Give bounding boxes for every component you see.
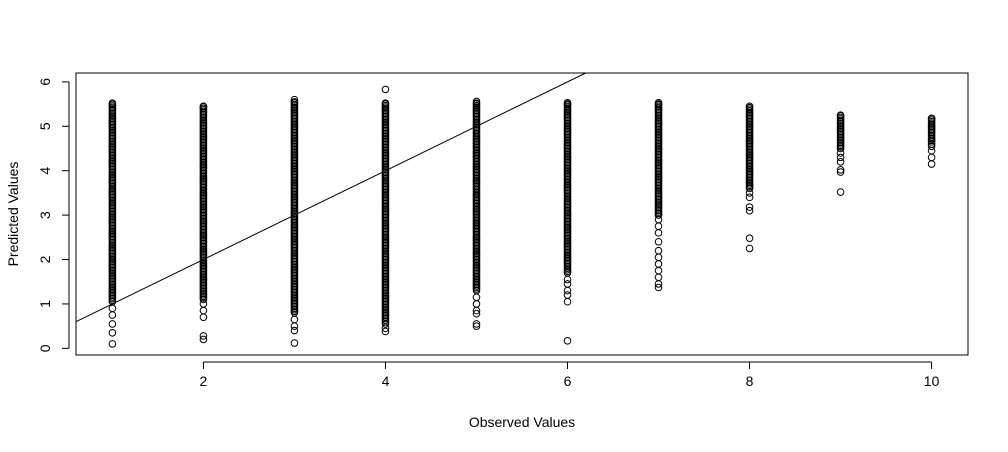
y-tick-label: 0 xyxy=(37,344,53,352)
y-axis: 0 1 2 3 4 5 6 xyxy=(37,78,70,352)
data-point xyxy=(654,273,663,282)
data-point xyxy=(472,97,481,106)
y-tick-label: 4 xyxy=(37,167,53,175)
data-point xyxy=(745,193,754,202)
data-point xyxy=(472,320,481,328)
data-point xyxy=(927,142,936,151)
data-point xyxy=(108,328,117,337)
data-point xyxy=(836,153,845,162)
x-axis-label: Observed Values xyxy=(469,414,575,430)
data-point xyxy=(563,336,572,345)
data-point xyxy=(199,306,208,315)
data-point xyxy=(836,166,845,174)
data-point xyxy=(654,98,663,107)
data-point xyxy=(654,283,663,292)
data-point xyxy=(836,158,845,166)
data-point xyxy=(381,320,390,328)
reference-line xyxy=(75,72,586,323)
data-point xyxy=(199,332,208,340)
data-point xyxy=(290,95,299,104)
data-point xyxy=(654,215,663,224)
data-point xyxy=(472,309,481,318)
data-point xyxy=(654,222,663,231)
data-point xyxy=(563,291,572,299)
data-point xyxy=(563,275,572,284)
data-point xyxy=(381,99,390,107)
data-point xyxy=(290,326,299,335)
y-tick-label: 6 xyxy=(37,78,53,86)
x-tick-label: 8 xyxy=(746,373,754,389)
data-point xyxy=(563,280,572,288)
x-tick-label: 4 xyxy=(382,373,390,389)
data-point xyxy=(290,98,299,106)
data-point xyxy=(108,340,117,348)
data-point xyxy=(836,149,845,157)
data-point xyxy=(654,237,663,246)
data-point xyxy=(745,102,754,111)
data-point xyxy=(290,322,299,330)
y-tick-label: 2 xyxy=(37,255,53,263)
data-point xyxy=(108,320,117,328)
data-point xyxy=(563,98,572,107)
data-point xyxy=(199,102,208,111)
data-point xyxy=(199,313,208,322)
data-point xyxy=(745,234,754,243)
data-point xyxy=(836,188,845,196)
data-point xyxy=(745,206,754,215)
data-point xyxy=(927,114,936,123)
data-point xyxy=(654,260,663,268)
data-point xyxy=(381,324,390,333)
data-point xyxy=(927,160,936,168)
y-tick-label: 3 xyxy=(37,211,53,219)
data-point xyxy=(836,168,845,176)
data-point xyxy=(745,189,754,197)
data-point xyxy=(472,293,481,302)
x-tick-label: 6 xyxy=(564,373,572,389)
x-tick-label: 10 xyxy=(924,373,940,389)
data-point xyxy=(199,335,208,344)
data-point xyxy=(654,253,663,262)
data-point xyxy=(381,327,390,336)
data-point xyxy=(927,153,936,162)
data-point xyxy=(563,286,572,295)
reference-line-group xyxy=(75,72,586,323)
data-point xyxy=(108,304,117,313)
data-point xyxy=(745,244,754,253)
data-point xyxy=(472,322,481,330)
x-tick-label: 2 xyxy=(200,373,208,389)
plot-frame xyxy=(75,72,969,356)
data-point xyxy=(290,339,299,347)
data-point xyxy=(654,229,663,237)
data-point xyxy=(472,300,481,308)
data-point xyxy=(199,300,208,308)
data-point xyxy=(654,266,663,275)
data-point xyxy=(563,297,572,306)
data-points xyxy=(108,85,936,348)
data-point xyxy=(836,111,845,119)
x-axis: 2 4 6 8 10 xyxy=(200,361,940,389)
data-point xyxy=(927,140,936,148)
y-axis-label: Predicted Values xyxy=(5,162,21,267)
data-point xyxy=(108,99,117,107)
y-tick-label: 1 xyxy=(37,300,53,308)
y-tick-label: 5 xyxy=(37,122,53,130)
data-point xyxy=(108,311,117,319)
data-point xyxy=(745,203,754,211)
data-point xyxy=(290,315,299,324)
data-point xyxy=(381,85,390,94)
data-point xyxy=(654,246,663,255)
